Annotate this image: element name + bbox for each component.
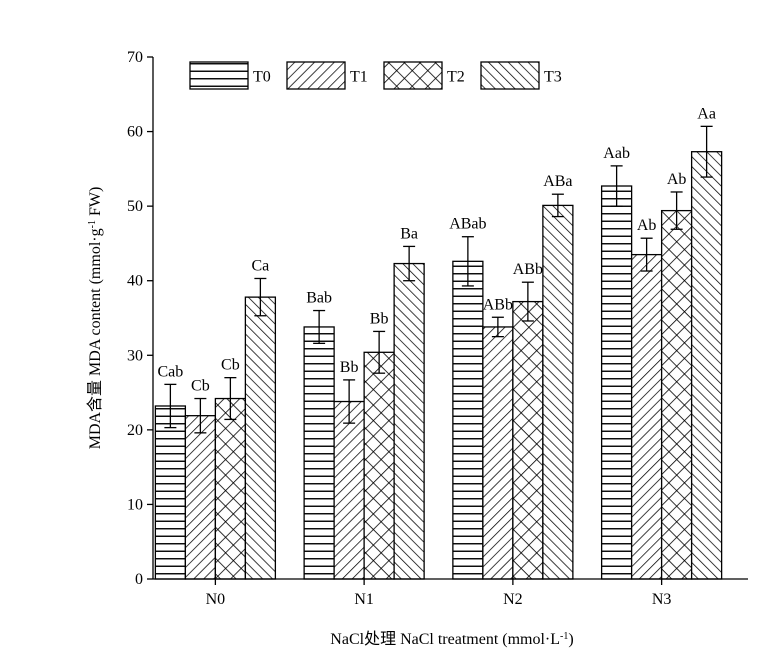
bar-T0-N1 <box>303 326 335 580</box>
significance-label: Cb <box>221 357 240 374</box>
y-tick-label: 0 <box>135 571 143 588</box>
bar-T1-N3 <box>630 253 663 580</box>
x-tick-label: N0 <box>206 591 226 608</box>
legend-swatch-T0 <box>189 61 249 90</box>
significance-label-group: Cab Cb Cb Ca Bab Bb Bb Ba ABab ABb ABb ABa Aab Ab Ab Aa <box>157 105 715 394</box>
legend-swatch-T2 <box>383 61 443 90</box>
y-tick-label: 50 <box>127 198 143 215</box>
y-tick-group: 0 10 20 30 40 50 60 70 <box>127 49 153 588</box>
bar-T3-N1 <box>393 262 425 580</box>
significance-label: Aa <box>697 105 716 122</box>
y-tick-label: 20 <box>127 422 143 439</box>
bar-T1-N2 <box>482 326 514 580</box>
legend: T0 T1 T2 T3 <box>189 61 562 90</box>
bar-T2-N2 <box>512 300 544 580</box>
bar-series-group <box>154 151 723 580</box>
significance-label: Cab <box>157 363 183 380</box>
x-axis-title: NaCl处理 NaCl treatment (mmol·L-1) <box>330 630 573 648</box>
x-tick-group: N0 N1 N2 N3 <box>206 579 672 608</box>
y-tick-label: 40 <box>127 273 143 290</box>
significance-label: Bb <box>370 310 389 327</box>
y-tick-label: 60 <box>127 124 143 141</box>
significance-label: ABb <box>483 296 513 313</box>
legend-label: T2 <box>447 69 465 86</box>
significance-label: ABb <box>513 261 543 278</box>
bar-T3-N3 <box>690 151 723 580</box>
legend-label: T0 <box>253 69 271 86</box>
bar-T3-N0 <box>244 296 277 580</box>
legend-swatch-T1 <box>286 61 346 90</box>
x-tick-label: N3 <box>652 591 672 608</box>
x-tick-label: N1 <box>354 591 374 608</box>
x-tick-label: N2 <box>503 591 523 608</box>
bar-T0-N3 <box>600 185 633 580</box>
significance-label: Aab <box>603 145 630 162</box>
significance-label: Ba <box>400 225 418 242</box>
significance-label: Ab <box>637 217 657 234</box>
bar-T2-N0 <box>214 397 247 580</box>
bar-T1-N0 <box>184 415 217 580</box>
significance-label: ABa <box>543 173 572 190</box>
bar-T0-N2 <box>452 260 484 580</box>
legend-label: T3 <box>544 69 562 86</box>
significance-label: Ab <box>667 171 687 188</box>
legend-label: T1 <box>350 69 368 86</box>
bar-T3-N2 <box>542 204 574 580</box>
significance-label: ABab <box>449 216 486 233</box>
significance-label: Bb <box>340 359 359 376</box>
y-axis-title: MDA含量 MDA content (mmol·g-1 FW) <box>86 187 104 450</box>
bar-T0-N0 <box>154 405 187 580</box>
bar-T2-N1 <box>363 351 395 580</box>
y-tick-label: 10 <box>127 496 143 513</box>
y-tick-label: 70 <box>127 49 143 66</box>
bar-T1-N1 <box>333 400 365 580</box>
y-tick-label: 30 <box>127 347 143 364</box>
significance-label: Cb <box>191 378 210 395</box>
legend-swatch-T3 <box>480 61 540 90</box>
significance-label: Bab <box>306 290 332 307</box>
axes <box>152 57 748 580</box>
error-bar-group <box>164 125 713 434</box>
bar-T2-N3 <box>660 209 693 580</box>
significance-label: Ca <box>251 257 269 274</box>
